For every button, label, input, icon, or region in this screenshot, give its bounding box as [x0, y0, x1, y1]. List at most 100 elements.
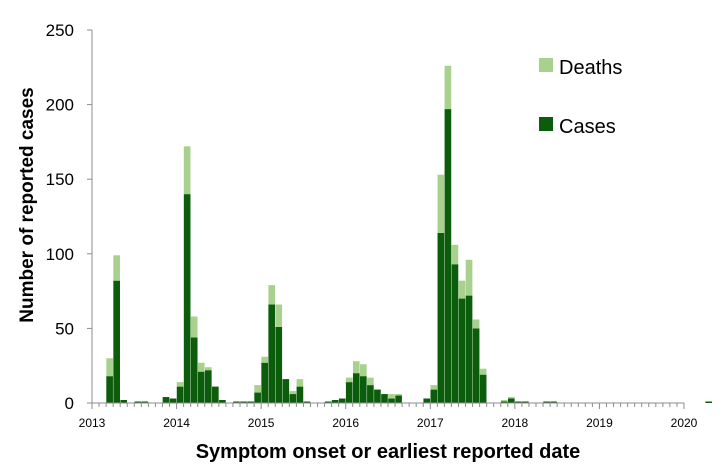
bar-cases — [381, 394, 388, 403]
bar-cases — [331, 400, 339, 403]
bar-cases — [275, 326, 283, 403]
bar-cases — [254, 392, 261, 403]
bar-deaths — [204, 367, 212, 371]
bar-deaths — [395, 394, 402, 396]
bar-deaths — [500, 400, 508, 402]
y-tick-label: 100 — [46, 245, 74, 264]
bar-deaths — [275, 304, 283, 327]
bar-cases — [352, 373, 360, 403]
bar-deaths — [197, 362, 205, 372]
bar-deaths — [190, 316, 198, 338]
bar-deaths — [254, 385, 261, 393]
y-tick-label: 50 — [55, 319, 74, 338]
bar-cases — [543, 401, 550, 403]
bar-cases — [508, 398, 515, 403]
bar-cases — [522, 401, 529, 403]
bar-cases — [360, 376, 367, 403]
x-tick-label: 2020 — [671, 416, 698, 430]
bar-cases — [169, 398, 177, 403]
x-tick-label: 2013 — [79, 416, 106, 430]
bar-cases — [437, 232, 445, 403]
bar-cases — [113, 280, 120, 403]
bar-cases — [430, 389, 438, 403]
bar-deaths — [458, 280, 466, 299]
x-tick-label: 2018 — [502, 416, 529, 430]
bar-cases — [106, 376, 113, 403]
bar-deaths — [479, 368, 487, 375]
legend-cases-swatch — [539, 117, 553, 131]
bar-cases — [261, 362, 268, 403]
bar-cases — [219, 400, 226, 403]
bar-cases — [395, 395, 402, 403]
x-tick-label: 2016 — [332, 416, 359, 430]
y-tick-label: 150 — [46, 170, 74, 189]
x-tick-label: 2019 — [586, 416, 613, 430]
bar-cases — [515, 401, 522, 403]
bar-deaths — [183, 146, 191, 195]
x-axis-title: Symptom onset or earliest reported date — [196, 441, 581, 463]
bar-cases — [141, 401, 149, 403]
bar-deaths — [472, 319, 480, 329]
y-axis-ticks: 0 50 100 150 200 250 — [46, 21, 92, 413]
y-axis-title: Number of reported cases — [17, 87, 38, 322]
bar-cases — [367, 385, 374, 403]
bar-deaths — [430, 385, 438, 390]
bar-cases — [705, 401, 712, 403]
bar-deaths — [296, 379, 304, 387]
bar-cases — [247, 401, 254, 403]
y-tick-label: 250 — [46, 21, 74, 40]
bar-cases — [240, 401, 247, 403]
bar-cases — [204, 370, 212, 403]
bar-cases — [289, 394, 297, 403]
bar-cases — [479, 374, 487, 403]
bar-cases — [374, 389, 381, 403]
bar-deaths — [289, 391, 297, 395]
bar-deaths — [352, 361, 360, 374]
x-tick-label: 2015 — [248, 416, 275, 430]
bar-cases — [550, 401, 557, 403]
bar-deaths — [437, 174, 445, 233]
x-tick-label: 2017 — [417, 416, 444, 430]
bar-cases — [268, 304, 276, 403]
bar-deaths — [465, 259, 473, 296]
legend-deaths-swatch — [539, 58, 553, 72]
bar-cases — [134, 401, 142, 403]
bar-cases — [282, 379, 290, 403]
bar-cases — [183, 194, 191, 403]
bar-cases — [465, 295, 473, 403]
legend: Deaths Cases — [539, 57, 622, 138]
bar-cases — [338, 398, 346, 403]
bar-cases — [458, 298, 466, 403]
bar-cases — [451, 264, 459, 403]
bar-deaths — [345, 377, 353, 383]
bar-deaths — [444, 65, 452, 110]
bar-cases — [233, 401, 240, 403]
y-tick-label: 200 — [46, 96, 74, 115]
bar-cases — [197, 371, 205, 403]
legend-deaths-label: Deaths — [559, 57, 622, 79]
bar-cases — [120, 400, 128, 403]
bar-deaths — [367, 377, 374, 386]
bar-cases — [472, 328, 480, 403]
bar-cases — [190, 337, 198, 403]
bar-cases — [324, 401, 332, 403]
bar-deaths — [113, 255, 120, 281]
bar-cases — [296, 386, 304, 403]
bar-deaths — [360, 364, 367, 377]
x-axis-ticks: 2013 2014 2015 2016 2017 2018 2019 2020 — [79, 403, 698, 430]
x-tick-label: 2014 — [163, 416, 190, 430]
bar-cases — [423, 398, 431, 403]
bar-deaths — [388, 394, 395, 399]
bar-cases — [176, 386, 184, 403]
bar-deaths — [451, 244, 459, 265]
y-tick-label: 0 — [65, 394, 74, 413]
bar-cases — [500, 401, 508, 403]
bar-cases — [162, 397, 170, 403]
bar-deaths — [176, 382, 184, 387]
bar-cases — [388, 398, 395, 403]
legend-cases-label: Cases — [559, 116, 616, 138]
bar-cases — [303, 401, 311, 403]
bar-cases — [345, 382, 353, 403]
bar-deaths — [268, 285, 276, 305]
